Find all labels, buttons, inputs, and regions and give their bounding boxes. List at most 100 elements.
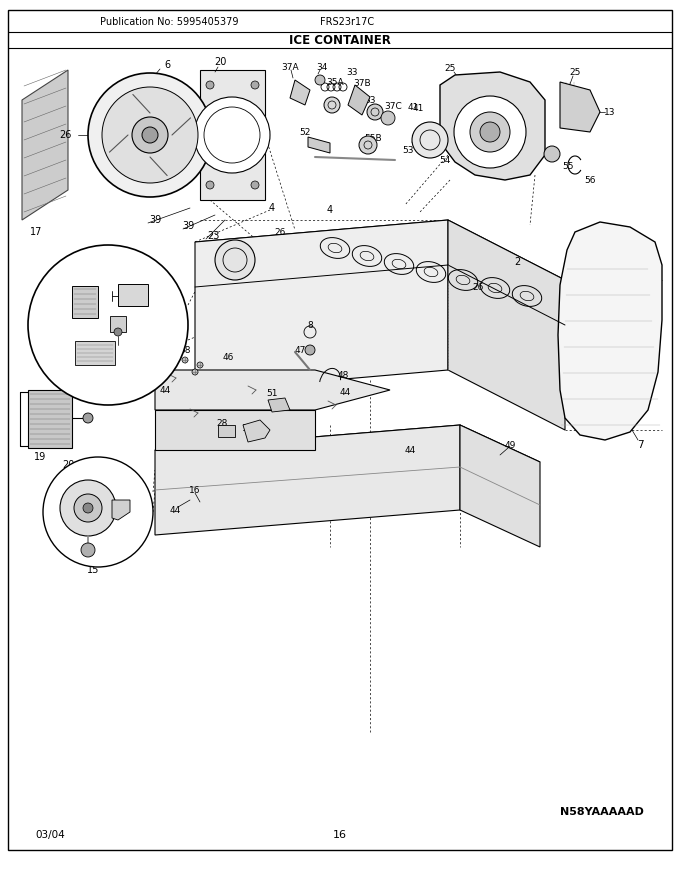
Text: N58YAAAAAD: N58YAAAAAD bbox=[560, 807, 644, 817]
Circle shape bbox=[43, 457, 153, 567]
Text: 52: 52 bbox=[299, 128, 311, 136]
Polygon shape bbox=[558, 222, 662, 440]
Polygon shape bbox=[243, 420, 270, 442]
Text: Publication No: 5995405379: Publication No: 5995405379 bbox=[100, 17, 239, 27]
Text: 56: 56 bbox=[584, 175, 596, 185]
Text: 45D: 45D bbox=[148, 282, 166, 290]
Text: 39: 39 bbox=[149, 215, 161, 225]
Text: 48: 48 bbox=[337, 370, 349, 379]
Text: ICE CONTAINER: ICE CONTAINER bbox=[289, 33, 391, 47]
Circle shape bbox=[305, 345, 315, 355]
Text: 44: 44 bbox=[142, 357, 154, 366]
Circle shape bbox=[251, 81, 259, 89]
Text: 53: 53 bbox=[403, 145, 413, 155]
Circle shape bbox=[60, 480, 116, 536]
Polygon shape bbox=[195, 220, 565, 302]
Text: 45B: 45B bbox=[141, 322, 158, 332]
Text: 44: 44 bbox=[95, 346, 105, 355]
Text: 46: 46 bbox=[222, 353, 234, 362]
Circle shape bbox=[381, 111, 395, 125]
Circle shape bbox=[412, 122, 448, 158]
Text: 28: 28 bbox=[216, 419, 228, 428]
Text: 25: 25 bbox=[534, 145, 545, 155]
Polygon shape bbox=[560, 82, 600, 132]
Text: 21: 21 bbox=[254, 430, 266, 439]
Text: 4: 4 bbox=[327, 205, 333, 215]
Text: 16: 16 bbox=[333, 830, 347, 840]
Circle shape bbox=[206, 81, 214, 89]
Circle shape bbox=[102, 87, 198, 183]
Text: 26: 26 bbox=[473, 282, 483, 291]
Circle shape bbox=[544, 146, 560, 162]
FancyBboxPatch shape bbox=[75, 341, 115, 365]
Circle shape bbox=[359, 136, 377, 154]
Polygon shape bbox=[460, 425, 540, 547]
Text: 37A: 37A bbox=[282, 62, 299, 71]
Polygon shape bbox=[268, 398, 290, 412]
Circle shape bbox=[454, 96, 526, 168]
Circle shape bbox=[324, 97, 340, 113]
Text: 19: 19 bbox=[34, 452, 46, 462]
Circle shape bbox=[114, 328, 122, 336]
Polygon shape bbox=[200, 70, 265, 200]
Text: 55B: 55B bbox=[364, 134, 381, 143]
Polygon shape bbox=[218, 425, 235, 437]
Text: 25: 25 bbox=[569, 68, 581, 77]
Circle shape bbox=[470, 112, 510, 152]
Text: 34: 34 bbox=[352, 96, 364, 105]
FancyBboxPatch shape bbox=[118, 284, 148, 306]
Text: 8: 8 bbox=[307, 320, 313, 329]
Text: 25: 25 bbox=[444, 63, 456, 72]
Circle shape bbox=[132, 117, 168, 153]
Text: 41: 41 bbox=[407, 102, 419, 112]
Polygon shape bbox=[155, 425, 460, 535]
Text: 7: 7 bbox=[636, 440, 643, 450]
Circle shape bbox=[215, 240, 255, 280]
Text: 47: 47 bbox=[294, 346, 306, 355]
Circle shape bbox=[192, 369, 198, 375]
Text: 20: 20 bbox=[62, 460, 74, 470]
Text: 37B: 37B bbox=[353, 78, 371, 87]
FancyBboxPatch shape bbox=[110, 316, 126, 332]
Polygon shape bbox=[290, 80, 310, 105]
Text: 58: 58 bbox=[180, 346, 191, 355]
Text: 39: 39 bbox=[182, 221, 194, 231]
Polygon shape bbox=[348, 85, 370, 115]
Polygon shape bbox=[22, 70, 68, 220]
Text: 13: 13 bbox=[605, 107, 616, 116]
Circle shape bbox=[206, 181, 214, 189]
Text: 55: 55 bbox=[562, 162, 574, 171]
Text: 35A: 35A bbox=[326, 77, 344, 86]
Text: 50: 50 bbox=[54, 370, 66, 380]
Text: 17: 17 bbox=[30, 227, 42, 237]
Text: 03/04: 03/04 bbox=[35, 830, 65, 840]
Text: 45C: 45C bbox=[61, 282, 79, 290]
Polygon shape bbox=[308, 137, 330, 153]
Polygon shape bbox=[112, 500, 130, 520]
Text: 23: 23 bbox=[207, 231, 219, 241]
Text: 16: 16 bbox=[189, 486, 201, 495]
Text: 33: 33 bbox=[364, 96, 376, 105]
Circle shape bbox=[28, 245, 188, 405]
Text: 49: 49 bbox=[505, 441, 515, 450]
Circle shape bbox=[480, 122, 500, 142]
Polygon shape bbox=[155, 370, 390, 410]
Text: 10: 10 bbox=[242, 423, 254, 432]
Text: 33: 33 bbox=[346, 68, 358, 77]
Circle shape bbox=[194, 97, 270, 173]
Text: 44: 44 bbox=[159, 385, 171, 394]
Text: 4: 4 bbox=[269, 203, 275, 213]
Circle shape bbox=[367, 104, 383, 120]
Text: 26: 26 bbox=[274, 228, 286, 237]
FancyBboxPatch shape bbox=[72, 286, 98, 318]
Text: 45: 45 bbox=[69, 265, 81, 275]
Text: 44: 44 bbox=[405, 445, 415, 454]
Circle shape bbox=[88, 73, 212, 197]
Text: 34: 34 bbox=[316, 62, 328, 71]
Text: 51: 51 bbox=[267, 388, 277, 398]
Text: 54: 54 bbox=[439, 156, 451, 165]
Text: 44: 44 bbox=[339, 387, 351, 397]
Circle shape bbox=[182, 357, 188, 363]
Circle shape bbox=[142, 127, 158, 143]
Polygon shape bbox=[448, 220, 565, 430]
